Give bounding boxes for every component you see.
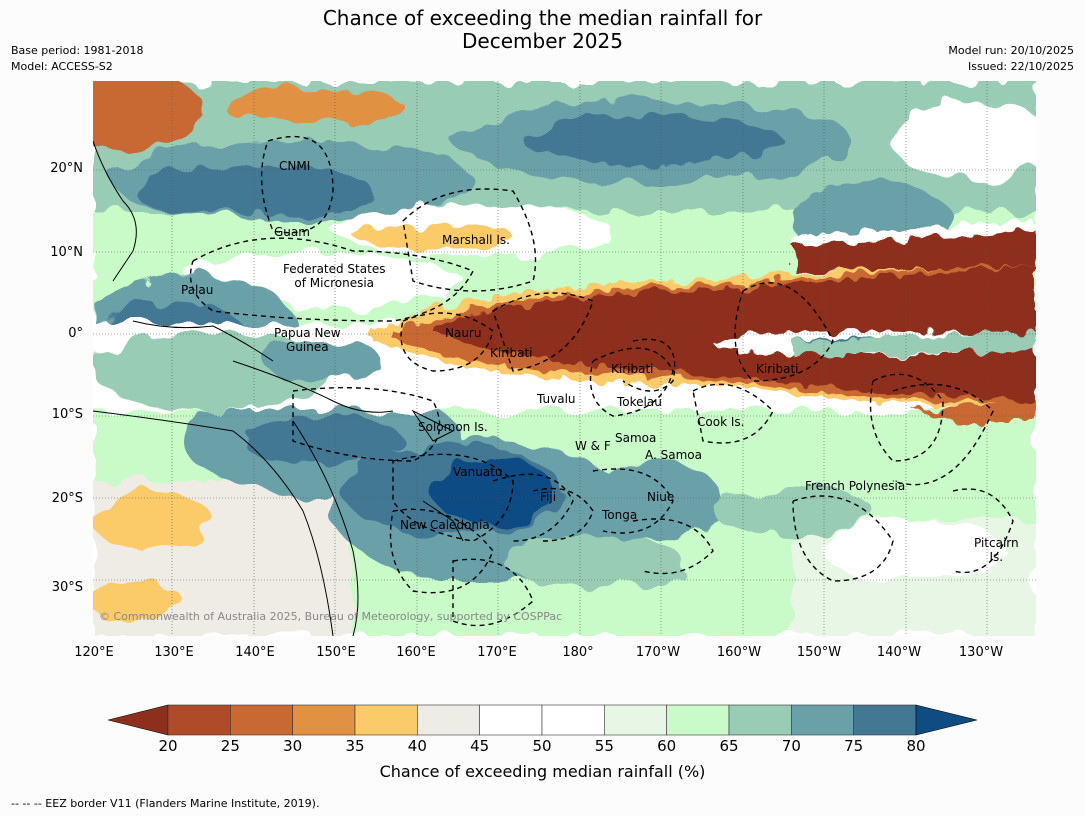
colorbar-label: Chance of exceeding median rainfall (%) [379,762,706,781]
region-tuvalu: Tuvalu [537,392,576,406]
colorbar-box [354,704,418,736]
colorbar-box [853,704,917,736]
lon-label-170w: 170°W [635,645,681,660]
lon-label-130w: 130°W [958,645,1004,660]
region-guam: Guam [274,225,310,239]
colorbar-tick-label: 75 [844,737,864,755]
lon-label-140e: 140°E [235,645,275,660]
colorbar-tick-label: 45 [470,737,490,755]
region-fsm: Federated States of Micronesia [283,262,385,290]
map-canvas [93,81,1036,636]
colorbar-tick-label: 80 [906,737,926,755]
base-period: Base period: 1981-2018 [11,44,144,57]
graticule [93,81,1036,636]
lon-label-150e: 150°E [316,645,356,660]
region-png: Papua New Guinea [274,326,341,354]
region-new-caledonia: New Caledonia [400,518,490,532]
colorbar-box [604,704,667,736]
region-french-polynesia: French Polynesia [805,479,906,493]
region-kiribati-east: Kiribati [756,362,799,376]
lon-label-150w: 150°W [796,645,842,660]
issued-date: Issued: 22/10/2025 [967,60,1074,73]
title-line-2: December 2025 [462,29,623,53]
region-nauru: Nauru [445,326,482,340]
copyright-notice: © Commonwealth of Australia 2025, Bureau… [99,610,563,623]
lon-label-160w: 160°W [716,645,762,660]
colorbar-tick-label: 70 [781,737,801,755]
region-cook: Cook Is. [697,415,745,429]
lat-label-30s: 30°S [51,580,83,595]
region-png-line2: Guinea [286,340,329,354]
lon-label-160e: 160°E [396,645,436,660]
meta-left: Base period: 1981-2018 Model: ACCESS-S2 [11,43,143,75]
colorbar-tick-label: 50 [532,737,552,755]
region-vanuatu: Vanuatu [453,465,503,479]
colorbar-boxes [167,704,917,736]
colorbar-box [791,704,854,736]
colorbar-box [230,704,293,736]
region-wf: W & F [575,439,611,453]
meta-right: Model run: 20/10/2025 Issued: 22/10/2025 [948,43,1074,75]
region-pitcairn-line2: Is. [989,550,1004,564]
region-palau: Palau [181,283,214,297]
colorbar-box [666,704,730,736]
colorbar-tick-label: 60 [657,737,677,755]
region-fsm-line1: Federated States [283,262,386,276]
region-cnmi: CNMI [279,159,311,173]
lat-label-10n: 10°N [50,245,83,260]
lat-label-20s: 20°S [51,491,83,506]
lon-label-130e: 130°E [154,645,194,660]
chart-title: Chance of exceeding the median rainfall … [0,7,1085,53]
colorbar-extend-high [915,704,978,736]
lat-label-20n: 20°N [50,161,83,176]
colorbar-box [417,704,480,736]
colorbar-tick-label: 20 [158,737,178,755]
region-pitcairn: Pitcairn Is. [974,536,1019,564]
coastlines [93,140,464,636]
eez-borders [189,136,1014,627]
region-marshall: Marshall Is. [442,233,510,247]
colorbar-box [728,704,792,736]
lon-label-140w: 140°W [876,645,922,660]
region-kiribati-west: Kiribati [490,346,533,360]
colorbar-box [479,704,543,736]
colorbar-tick-label: 40 [407,737,427,755]
lat-label-10s: 10°S [51,407,83,422]
colorbar-tick-label: 30 [283,737,303,755]
model-name: Model: ACCESS-S2 [11,60,113,73]
colorbar [108,704,978,736]
colorbar-tick-label: 25 [220,737,240,755]
lon-label-170e: 170°E [477,645,517,660]
title-line-1: Chance of exceeding the median rainfall … [322,6,763,30]
region-fiji: Fiji [540,490,557,504]
model-run: Model run: 20/10/2025 [948,44,1074,57]
region-tokelau: Tokelau [617,395,662,409]
colorbar-extend-low [108,704,169,736]
region-kiribati-central: Kiribati [611,362,654,376]
dry-tongue [373,221,1036,421]
region-niue: Niue [647,490,675,504]
region-png-line1: Papua New [274,326,341,340]
forecast-map [93,81,1036,636]
colorbar-box [541,704,605,736]
colorbar-box [292,704,356,736]
colorbar-box [167,704,231,736]
region-solomon: Solomon Is. [418,420,488,434]
eez-legend-footer: -- -- -- EEZ border V11 (Flanders Marine… [11,797,320,810]
region-tonga: Tonga [602,508,638,522]
region-fsm-line2: of Micronesia [294,276,375,290]
lon-label-120e: 120°E [74,645,114,660]
lon-label-180: 180° [562,645,594,660]
region-am-samoa: A. Samoa [645,448,702,462]
colorbar-tick-label: 35 [345,737,365,755]
region-samoa: Samoa [615,431,657,445]
region-pitcairn-line1: Pitcairn [974,536,1019,550]
colorbar-tick-label: 55 [594,737,614,755]
lat-label-0: 0° [68,326,83,341]
colorbar-tick-label: 65 [719,737,739,755]
